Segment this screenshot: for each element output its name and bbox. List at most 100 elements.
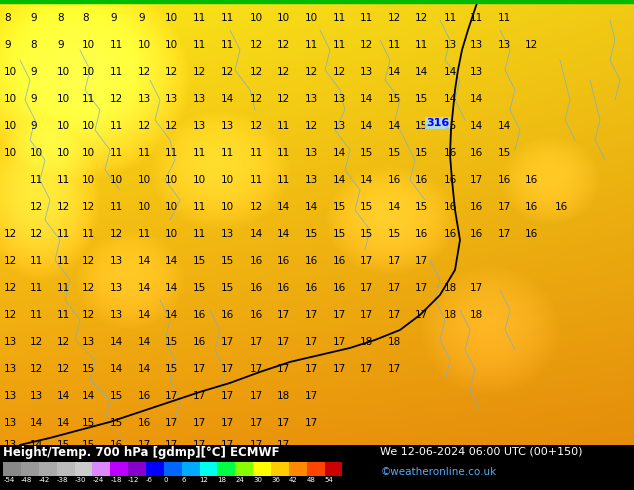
Text: 16: 16 [415, 175, 428, 185]
Text: 11: 11 [415, 40, 428, 50]
Text: 11: 11 [138, 148, 152, 158]
Text: 11: 11 [221, 40, 234, 50]
Bar [39, 462, 56, 476]
Bar [307, 462, 325, 476]
Text: 12: 12 [250, 40, 263, 50]
Text: 17: 17 [470, 283, 483, 293]
Text: 11: 11 [193, 148, 206, 158]
Text: 15: 15 [221, 256, 234, 266]
Text: 11: 11 [30, 256, 43, 266]
Text: 15: 15 [360, 148, 373, 158]
Text: 14: 14 [30, 418, 43, 428]
Text: 13: 13 [4, 391, 17, 401]
Text: -48: -48 [21, 477, 32, 483]
Text: 18: 18 [388, 337, 401, 347]
Bar [146, 462, 164, 476]
Text: -42: -42 [39, 477, 50, 483]
Text: 17: 17 [388, 283, 401, 293]
Text: 14: 14 [360, 175, 373, 185]
Text: 13: 13 [305, 94, 318, 104]
Text: 14: 14 [470, 121, 483, 131]
Text: 14: 14 [30, 440, 43, 450]
Text: 15: 15 [333, 202, 346, 212]
Bar [128, 462, 146, 476]
Text: 15: 15 [82, 418, 95, 428]
Text: 10: 10 [82, 40, 95, 50]
Text: 13: 13 [470, 40, 483, 50]
Text: 14: 14 [305, 202, 318, 212]
Text: 13: 13 [4, 364, 17, 374]
Text: 17: 17 [221, 440, 234, 450]
Bar [325, 462, 342, 476]
Text: 17: 17 [165, 418, 178, 428]
Text: 13: 13 [221, 229, 234, 239]
Text: 15: 15 [193, 283, 206, 293]
Text: 17: 17 [193, 364, 206, 374]
Text: 15: 15 [388, 229, 401, 239]
Text: 12: 12 [333, 67, 346, 77]
Text: 11: 11 [57, 175, 70, 185]
Text: 16: 16 [525, 175, 538, 185]
Text: 16: 16 [470, 229, 483, 239]
Text: 17: 17 [277, 337, 290, 347]
Text: 13: 13 [4, 418, 17, 428]
Text: 15: 15 [415, 202, 428, 212]
Text: 15: 15 [165, 364, 178, 374]
Text: 10: 10 [57, 94, 70, 104]
Text: 15: 15 [82, 440, 95, 450]
Text: 14: 14 [360, 94, 373, 104]
Text: 15: 15 [165, 337, 178, 347]
Text: 16: 16 [525, 202, 538, 212]
Text: 15: 15 [388, 148, 401, 158]
Bar [200, 462, 217, 476]
Text: 16: 16 [555, 202, 568, 212]
Bar [110, 462, 128, 476]
Text: 17: 17 [221, 418, 234, 428]
Text: 17: 17 [498, 202, 511, 212]
Text: 12: 12 [250, 121, 263, 131]
Text: 13: 13 [138, 94, 152, 104]
Bar [253, 462, 271, 476]
Text: 14: 14 [110, 337, 123, 347]
Text: 11: 11 [30, 310, 43, 320]
Text: 14: 14 [110, 364, 123, 374]
Bar [75, 462, 93, 476]
Text: 17: 17 [250, 364, 263, 374]
Text: 13: 13 [110, 310, 123, 320]
Text: 14: 14 [333, 175, 346, 185]
Bar [56, 462, 75, 476]
Text: 14: 14 [138, 337, 152, 347]
Text: -30: -30 [75, 477, 86, 483]
Text: 10: 10 [4, 121, 17, 131]
Text: 18: 18 [470, 310, 483, 320]
Text: 18: 18 [277, 391, 290, 401]
Text: 11: 11 [193, 40, 206, 50]
Text: 17: 17 [305, 310, 318, 320]
Text: 12: 12 [305, 121, 318, 131]
Text: 17: 17 [277, 364, 290, 374]
Text: 17: 17 [333, 310, 346, 320]
Text: 11: 11 [110, 121, 123, 131]
Bar [3, 462, 21, 476]
Text: 11: 11 [82, 229, 95, 239]
Text: 16: 16 [110, 440, 123, 450]
Text: 16: 16 [277, 283, 290, 293]
Text: 36: 36 [271, 477, 280, 483]
Text: 10: 10 [165, 229, 178, 239]
Text: 10: 10 [138, 202, 151, 212]
Text: 17: 17 [470, 175, 483, 185]
Text: 12: 12 [277, 94, 290, 104]
Text: 13: 13 [305, 175, 318, 185]
Text: 12: 12 [360, 40, 373, 50]
Text: 14: 14 [165, 310, 178, 320]
Text: 11: 11 [444, 13, 457, 23]
Text: 14: 14 [57, 391, 70, 401]
Text: 11: 11 [30, 283, 43, 293]
Text: 12: 12 [277, 40, 290, 50]
Text: 13: 13 [82, 337, 95, 347]
Text: 12: 12 [82, 202, 95, 212]
Text: 9: 9 [138, 13, 145, 23]
Text: 11: 11 [193, 229, 206, 239]
Text: 12: 12 [525, 40, 538, 50]
Text: 15: 15 [498, 148, 511, 158]
